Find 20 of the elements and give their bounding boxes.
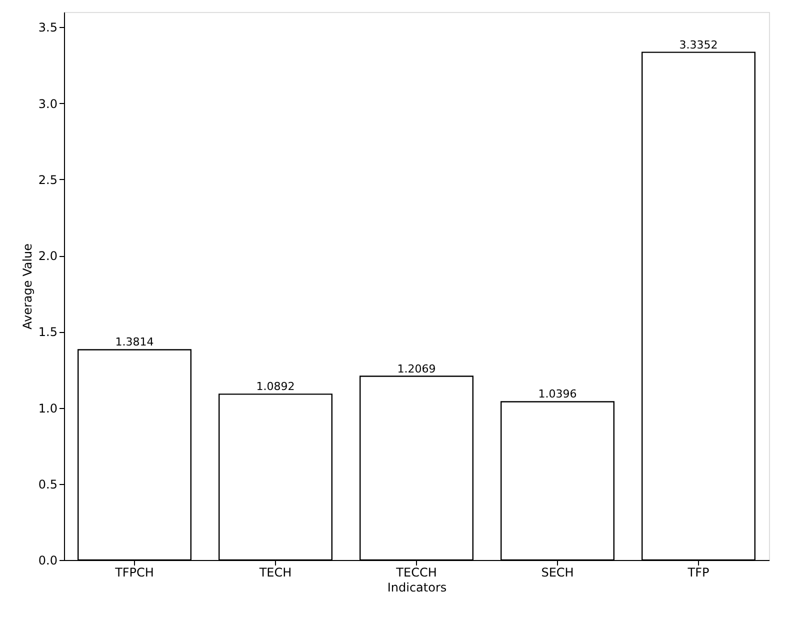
data-label: 1.3814 [115,336,154,349]
x-tick-label: TECH [258,566,292,580]
x-tick-label: TFPCH [114,566,154,580]
y-tick-label: 0.0 [38,554,58,568]
data-label: 3.3352 [679,38,718,52]
y-tick-label: 3.5 [38,20,58,35]
x-tick-label: TECCH [395,566,437,580]
y-tick-label: 1.0 [38,401,58,416]
y-tick-label: 0.5 [38,477,58,492]
x-axis-title: Indicators [387,580,447,594]
data-label: 1.0892 [256,380,295,394]
y-tick-label: 2.0 [38,249,58,264]
y-axis-title: Average Value [20,243,34,330]
y-tick-label: 3.0 [38,96,58,111]
x-tick-label: SECH [541,566,574,580]
y-tick-label: 1.5 [38,325,58,340]
x-tick-label: TFP [686,566,710,580]
y-tick-label: 2.5 [38,172,58,187]
data-label: 1.2069 [397,362,436,376]
data-label: 1.0396 [538,388,577,401]
